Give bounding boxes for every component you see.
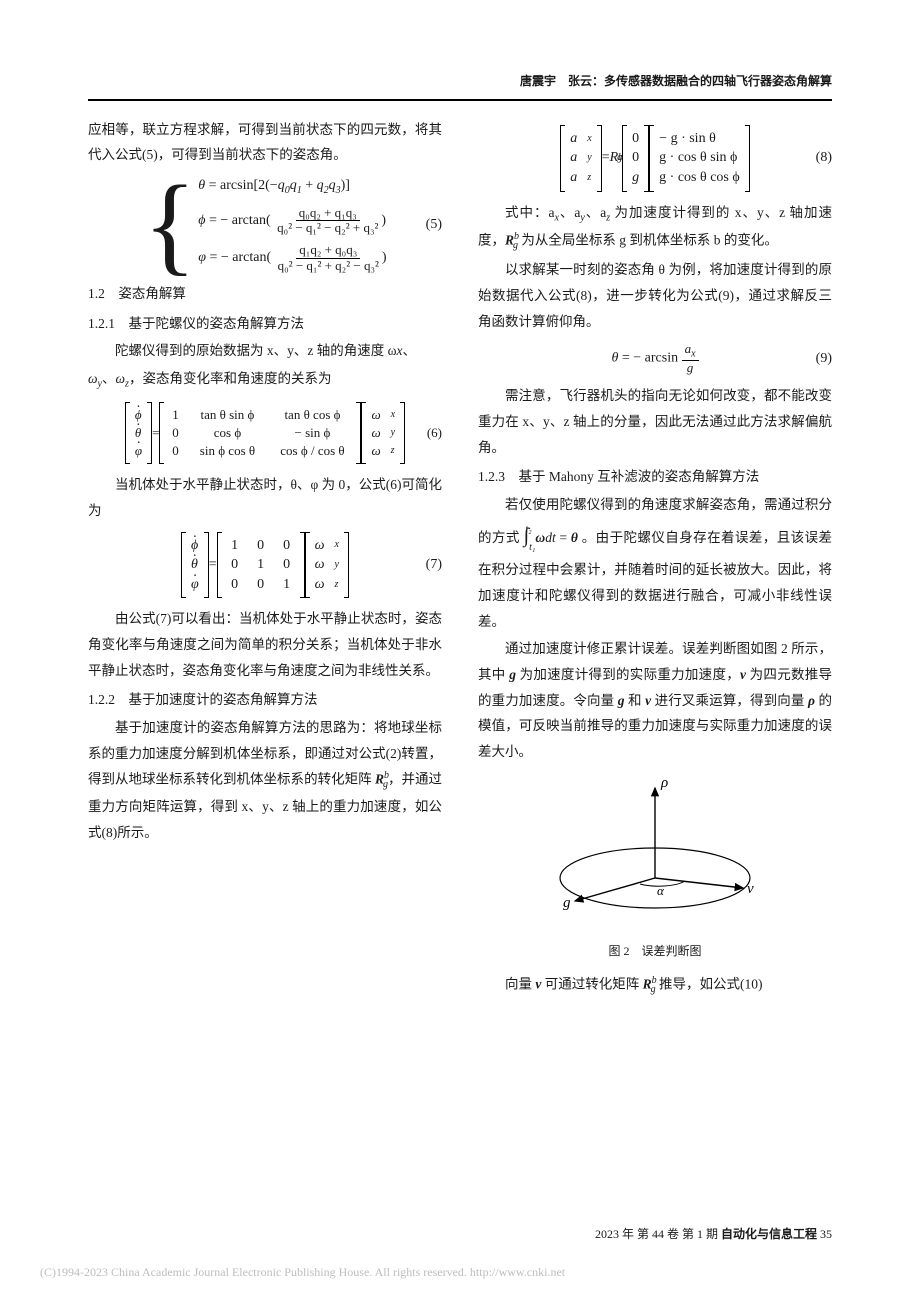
section-1-2: 1.2 姿态角解算 (88, 281, 442, 307)
para-l3: 当机体处于水平静止状态时，θ、φ 为 0，公式(6)可简化为 (88, 472, 442, 523)
running-title: 唐震宇 张云：多传感器数据融合的四轴飞行器姿态角解算 (520, 74, 832, 88)
label-v: v (747, 881, 754, 897)
left-brace-icon: { (143, 178, 196, 272)
section-1-2-1: 1.2.1 基于陀螺仪的姿态角解算方法 (88, 311, 442, 337)
running-header: 唐震宇 张云：多传感器数据融合的四轴飞行器姿态角解算 (88, 70, 832, 101)
section-1-2-2: 1.2.2 基于加速度计的姿态角解算方法 (88, 687, 442, 713)
para-l2: 陀螺仪得到的原始数据为 x、y、z 轴的角速度 ωx、 (88, 338, 442, 364)
para-r3: 需注意，飞行器机头的指向无论如何改变，都不能改变重力在 x、y、z 轴上的分量，… (478, 383, 832, 460)
equation-5: { θ = arcsin[2(−q0q1 + q2q3)] ϕ = − arct… (88, 176, 442, 273)
equation-9: θ = − arcsin ax g (9) (478, 342, 832, 375)
watermark-text: (C)1994-2023 China Academic Journal Elec… (40, 1261, 565, 1284)
eq-num-9: (9) (816, 349, 832, 369)
equation-7: ϕ θ φ = 100 010 001 ωx ω (88, 532, 442, 599)
para-r6: 向量 v 可通过转化矩阵 Rbg 推导，如公式(10) (478, 971, 832, 999)
eq5-frac1-den: q₀² − q₁² − q₂² + q₃² (274, 221, 381, 235)
para-l1: 应相等，联立方程求解，可得到当前状态下的四元数，将其代入公式(5)，可得到当前状… (88, 117, 442, 168)
eq5-frac2-num: q₁q₂ + q₀q₃ (296, 243, 360, 258)
figure-2-caption: 图 2 误差判断图 (478, 940, 832, 963)
eq5-frac2-den: q₀² − q₁² + q₂² − q₃² (275, 259, 382, 273)
para-l5: 基于加速度计的姿态角解算方法的思路为：将地球坐标系的重力加速度分解到机体坐标系，… (88, 715, 442, 846)
para-l2b: ωy、ωz，姿态角变化率和角速度的关系为 (88, 366, 442, 394)
para-r1: 式中：ax、ay、az 为加速度计得到的 x、y、z 轴加速度，Rbg 为从全局… (478, 200, 832, 256)
eq-num-8: (8) (816, 148, 832, 168)
error-diagram-svg: ρ v g α (545, 773, 765, 928)
equation-6: ϕ θ φ = 1 tan θ sin ϕ tan θ cos ϕ 0 (88, 402, 442, 465)
eq-num-7: (7) (426, 555, 442, 575)
label-alpha: α (657, 883, 665, 898)
label-g: g (563, 895, 571, 911)
eq5-frac1-num: q₀q₂ + q₁q₃ (296, 206, 360, 221)
equation-8: ax ay az = Rbg 0 0 g − g · sin θ (478, 125, 832, 192)
section-1-2-3: 1.2.3 基于 Mahony 互补滤波的姿态角解算方法 (478, 464, 832, 490)
eq-num-5: (5) (426, 215, 442, 235)
figure-2: ρ v g α 图 2 误差判断图 (478, 773, 832, 963)
left-column: 应相等，联立方程求解，可得到当前状态下的四元数，将其代入公式(5)，可得到当前状… (88, 117, 442, 1001)
para-r5: 通过加速度计修正累计误差。误差判断图如图 2 所示，其中 g 为加速度计得到的实… (478, 636, 832, 764)
eq-num-6: (6) (427, 424, 442, 442)
label-rho: ρ (660, 775, 668, 791)
para-l4: 由公式(7)可以看出：当机体处于水平静止状态时，姿态角变化率与角速度之间为简单的… (88, 606, 442, 683)
right-column: ax ay az = Rbg 0 0 g − g · sin θ (478, 117, 832, 1001)
para-r4: 若仅使用陀螺仪得到的角速度求解姿态角，需通过积分的方式 ∫t₁t₂ ωdt = … (478, 492, 832, 635)
two-column-layout: 应相等，联立方程求解，可得到当前状态下的四元数，将其代入公式(5)，可得到当前状… (88, 117, 832, 1001)
para-r2: 以求解某一时刻的姿态角 θ 为例，将加速度计得到的原始数据代入公式(8)，进一步… (478, 257, 832, 334)
page-footer: 2023 年 第 44 卷 第 1 期 自动化与信息工程 35 (595, 1223, 832, 1246)
